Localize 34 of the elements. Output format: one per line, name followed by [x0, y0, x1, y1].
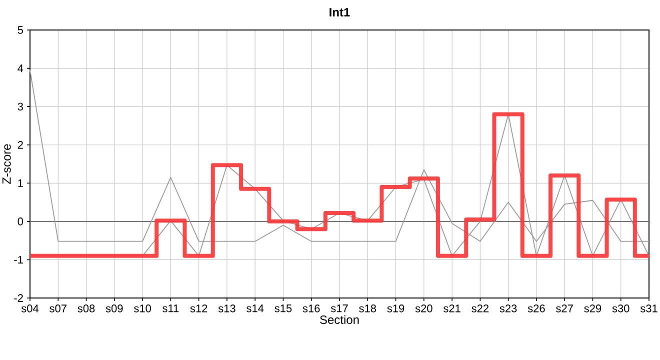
y-tick-label: 1 [18, 179, 23, 187]
x-tick-label: s09 [106, 304, 123, 312]
x-tick-label: s13 [218, 304, 236, 312]
x-tick-label: s11 [162, 304, 179, 312]
y-tick-label: 5 [18, 26, 23, 34]
x-tick-label: s19 [387, 304, 404, 312]
x-tick-label: s12 [190, 304, 208, 312]
x-axis-title: Section [320, 315, 359, 324]
x-tick-label: s18 [359, 304, 376, 312]
y-tick-label: 3 [18, 102, 23, 110]
y-tick-label: -1 [14, 256, 23, 264]
x-tick-label: s16 [302, 304, 320, 312]
x-tick-label: s29 [584, 304, 602, 312]
x-tick-label: s10 [134, 304, 151, 312]
y-tick-label: -2 [14, 294, 23, 302]
y-tick-label: 0 [18, 218, 24, 226]
x-tick-label: s27 [556, 304, 573, 312]
x-tick-label: s23 [500, 304, 517, 312]
x-tick-label: s22 [472, 304, 488, 312]
chart-title: Int1 [330, 8, 350, 16]
x-tick-label: s17 [330, 304, 348, 312]
x-tick-label: s14 [246, 304, 264, 312]
y-axis-title: Z-score [2, 144, 11, 184]
y-tick-label: 4 [18, 64, 24, 72]
x-tick-label: s15 [274, 304, 292, 312]
x-tick-label: s31 [640, 304, 658, 312]
x-tick-label: s20 [415, 304, 432, 312]
x-tick-label: s30 [612, 304, 630, 312]
y-tick-label: 2 [18, 141, 23, 149]
x-tick-label: s08 [78, 304, 95, 312]
x-tick-label: s21 [443, 304, 460, 312]
x-tick-label: s26 [528, 304, 545, 312]
x-tick-label: s07 [50, 304, 66, 312]
x-tick-label: s04 [21, 304, 39, 312]
